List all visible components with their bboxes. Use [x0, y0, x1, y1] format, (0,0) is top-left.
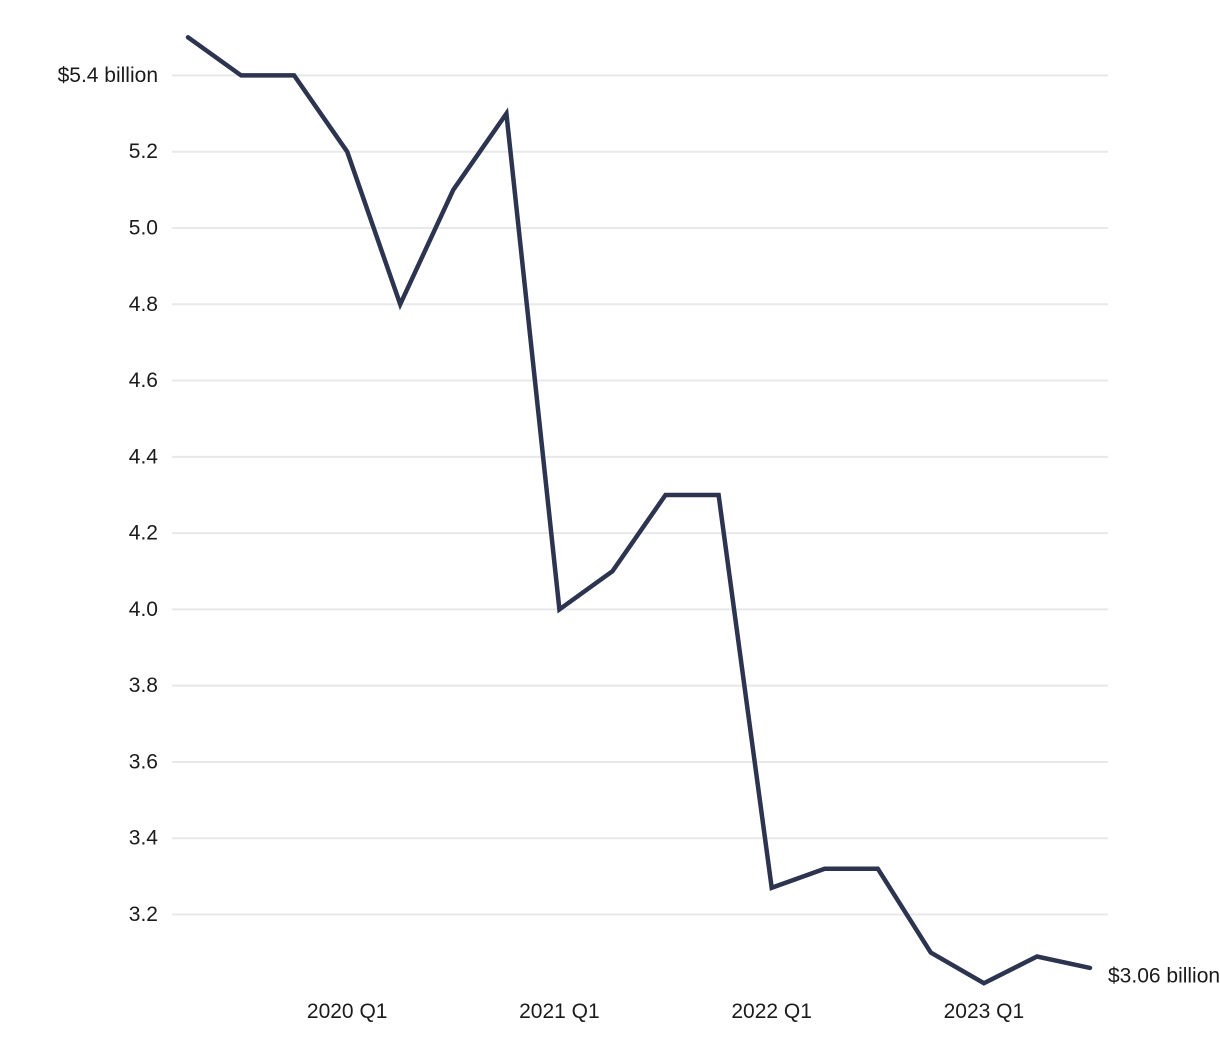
y-tick-label: 5.0 — [129, 216, 158, 239]
gridlines-group — [172, 74, 1108, 916]
x-axis-labels-group: 2020 Q1 2021 Q1 2022 Q1 2023 Q1 — [307, 1000, 1024, 1023]
y-tick-label: 3.8 — [129, 674, 158, 697]
x-tick-label: 2020 Q1 — [307, 1000, 388, 1023]
chart-canvas: $5.4 billion 5.2 5.0 4.8 4.6 4.4 4.2 4.0 3.8 3.6 3… — [58, 35, 1220, 1023]
quarterly-revenue-line-chart: $5.4 billion 5.2 5.0 4.8 4.6 4.4 4.2 4.0 3.8 3.6 3… — [40, 16, 1220, 1036]
x-tick-label: 2022 Q1 — [731, 1000, 812, 1023]
y-tick-label: 3.2 — [129, 903, 158, 926]
y-tick-label: 4.2 — [129, 522, 158, 545]
end-value-label: $3.06 billion — [1108, 964, 1220, 987]
series-group — [185, 35, 1093, 986]
y-tick-label: 4.6 — [129, 369, 158, 392]
annotation-group: $3.06 billion — [1108, 964, 1220, 987]
y-tick-label: 3.4 — [129, 827, 159, 850]
revenue-line — [185, 35, 1093, 986]
y-tick-label: 3.6 — [129, 750, 158, 773]
y-tick-label: 4.4 — [129, 445, 159, 468]
x-tick-label: 2023 Q1 — [944, 1000, 1025, 1023]
y-tick-label: 4.0 — [129, 598, 158, 621]
x-tick-label: 2021 Q1 — [519, 1000, 600, 1023]
y-axis-labels-group: $5.4 billion 5.2 5.0 4.8 4.6 4.4 4.2 4.0 3.8 3.6 3… — [58, 64, 159, 926]
y-tick-label: $5.4 billion — [58, 64, 158, 87]
y-tick-label: 5.2 — [129, 140, 158, 163]
y-tick-label: 4.8 — [129, 293, 158, 316]
